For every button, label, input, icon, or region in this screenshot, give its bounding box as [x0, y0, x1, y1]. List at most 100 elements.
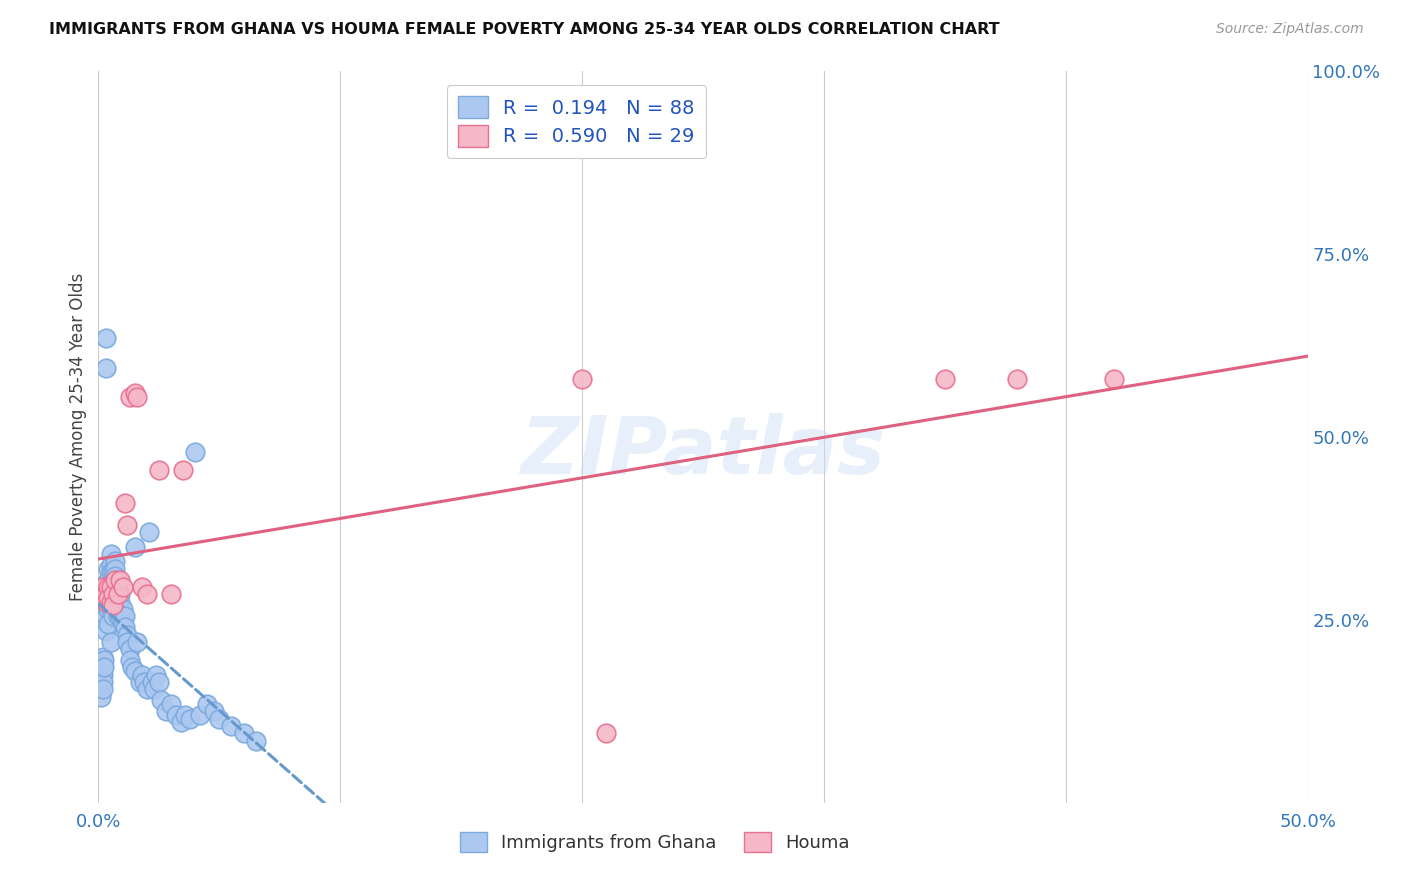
Point [104, 562, 127, 576]
Point [184, 444, 207, 458]
Point [934, 371, 956, 385]
Point [111, 602, 134, 616]
Point [91, 667, 114, 681]
Point [108, 594, 131, 608]
Point [100, 566, 122, 580]
Point [89, 682, 111, 697]
Point [101, 587, 124, 601]
Point [131, 667, 153, 681]
Text: IMMIGRANTS FROM GHANA VS HOUMA FEMALE POVERTY AMONG 25-34 YEAR OLDS CORRELATION : IMMIGRANTS FROM GHANA VS HOUMA FEMALE PO… [49, 22, 1000, 37]
Point [107, 587, 129, 601]
Point [245, 733, 267, 747]
Point [127, 390, 149, 404]
Point [128, 675, 150, 690]
Point [107, 573, 129, 587]
Point [141, 675, 163, 690]
Point [101, 594, 124, 608]
Point [221, 719, 243, 733]
Text: Source: ZipAtlas.com: Source: ZipAtlas.com [1216, 22, 1364, 37]
Point [94, 591, 117, 605]
Point [91, 649, 114, 664]
Point [138, 525, 160, 540]
Point [91, 580, 114, 594]
Point [107, 609, 129, 624]
Point [97, 573, 120, 587]
Point [90, 660, 112, 674]
Point [94, 624, 117, 638]
Point [114, 620, 136, 634]
Point [595, 726, 617, 740]
Point [91, 657, 114, 671]
Point [97, 591, 120, 605]
Point [90, 690, 112, 704]
Point [97, 562, 120, 576]
Point [148, 675, 170, 690]
Point [111, 609, 134, 624]
Point [104, 583, 127, 598]
Text: ZIPatlas: ZIPatlas [520, 413, 886, 491]
Point [208, 712, 231, 726]
Point [100, 602, 122, 616]
Point [121, 660, 143, 674]
Point [91, 664, 114, 678]
Point [97, 580, 120, 594]
Point [117, 635, 139, 649]
Legend: Immigrants from Ghana, Houma: Immigrants from Ghana, Houma [453, 825, 856, 860]
Point [117, 627, 139, 641]
Point [124, 664, 146, 678]
Point [155, 705, 177, 719]
Point [1007, 371, 1029, 385]
Point [127, 635, 149, 649]
Point [90, 679, 112, 693]
Point [111, 580, 134, 594]
Point [118, 642, 141, 657]
Point [101, 609, 124, 624]
Point [97, 616, 120, 631]
Point [97, 602, 120, 616]
Point [135, 682, 157, 697]
Point [571, 371, 593, 385]
Point [104, 569, 127, 583]
Point [108, 587, 131, 601]
Point [150, 693, 173, 707]
Point [114, 609, 136, 624]
Point [94, 360, 117, 375]
Point [204, 705, 226, 719]
Point [100, 580, 122, 594]
Point [100, 558, 122, 573]
Point [107, 580, 129, 594]
Point [104, 573, 127, 587]
Point [165, 708, 187, 723]
Point [91, 675, 114, 690]
Point [91, 660, 114, 674]
Y-axis label: Female Poverty Among 25-34 Year Olds: Female Poverty Among 25-34 Year Olds [69, 273, 87, 601]
Point [108, 609, 131, 624]
Point [100, 635, 122, 649]
Point [145, 667, 167, 681]
Point [101, 573, 124, 587]
Point [91, 682, 114, 697]
Point [232, 726, 254, 740]
Point [101, 566, 124, 580]
Point [94, 331, 117, 345]
Point [94, 602, 117, 616]
Point [1102, 371, 1125, 385]
Point [107, 599, 129, 613]
Point [195, 697, 218, 711]
Point [93, 660, 115, 674]
Point [135, 587, 157, 601]
Point [114, 496, 136, 510]
Point [93, 653, 115, 667]
Point [160, 697, 183, 711]
Point [160, 587, 183, 601]
Point [111, 616, 134, 631]
Point [97, 580, 120, 594]
Point [94, 609, 117, 624]
Point [100, 591, 122, 605]
Point [101, 599, 124, 613]
Point [90, 587, 112, 601]
Point [124, 386, 146, 401]
Point [117, 517, 139, 532]
Point [108, 573, 131, 587]
Point [118, 653, 141, 667]
